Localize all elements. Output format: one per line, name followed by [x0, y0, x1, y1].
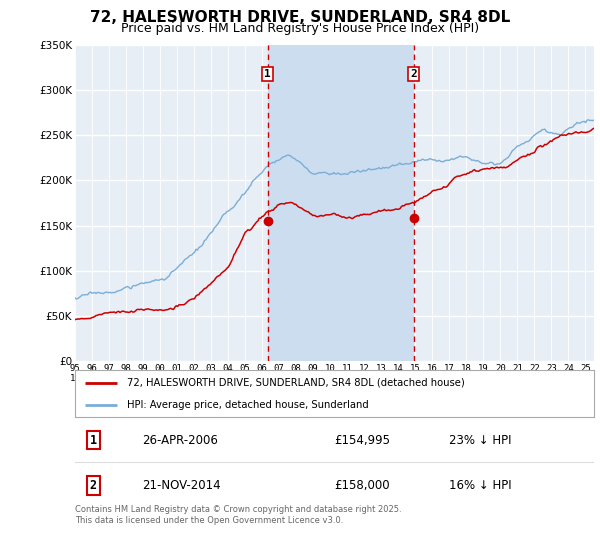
Text: Contains HM Land Registry data © Crown copyright and database right 2025.
This d: Contains HM Land Registry data © Crown c… [75, 505, 401, 525]
Text: 2: 2 [410, 69, 417, 79]
Text: 21-NOV-2014: 21-NOV-2014 [142, 479, 221, 492]
Text: 72, HALESWORTH DRIVE, SUNDERLAND, SR4 8DL: 72, HALESWORTH DRIVE, SUNDERLAND, SR4 8D… [90, 10, 510, 25]
Text: Price paid vs. HM Land Registry's House Price Index (HPI): Price paid vs. HM Land Registry's House … [121, 22, 479, 35]
Bar [268, 45, 413, 361]
Text: HPI: Average price, detached house, Sunderland: HPI: Average price, detached house, Sund… [127, 400, 368, 410]
Text: 16% ↓ HPI: 16% ↓ HPI [449, 479, 511, 492]
Text: £158,000: £158,000 [335, 479, 390, 492]
Text: 72, HALESWORTH DRIVE, SUNDERLAND, SR4 8DL (detached house): 72, HALESWORTH DRIVE, SUNDERLAND, SR4 8D… [127, 378, 464, 388]
Text: 26-APR-2006: 26-APR-2006 [142, 433, 218, 446]
Text: 2: 2 [89, 479, 97, 492]
Text: 1: 1 [264, 69, 271, 79]
Text: 1: 1 [89, 433, 97, 446]
Text: 23% ↓ HPI: 23% ↓ HPI [449, 433, 511, 446]
Text: £154,995: £154,995 [335, 433, 391, 446]
